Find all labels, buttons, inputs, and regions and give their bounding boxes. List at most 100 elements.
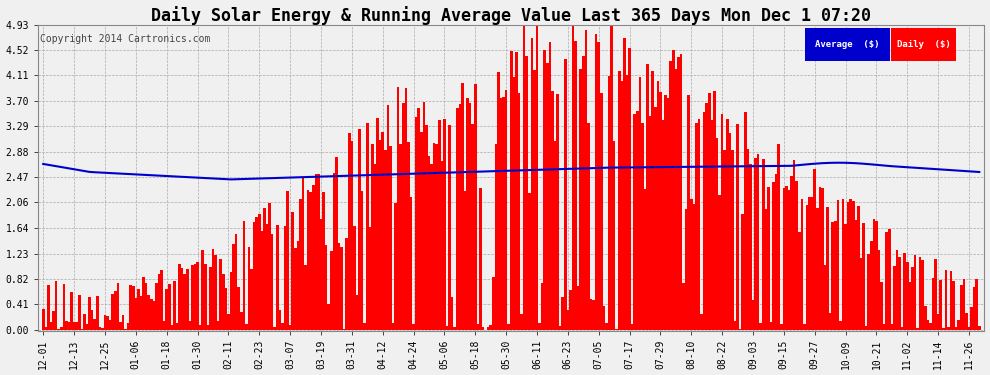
Bar [379, 140, 381, 330]
Bar [636, 111, 639, 330]
Text: Daily  ($): Daily ($) [897, 40, 950, 49]
Bar [60, 327, 62, 330]
Bar [360, 191, 363, 330]
Bar [922, 260, 924, 330]
Bar [350, 141, 353, 330]
Bar [577, 286, 579, 330]
Bar [651, 71, 654, 330]
Bar [634, 114, 636, 330]
Bar [646, 64, 648, 330]
Bar [669, 61, 672, 330]
Bar [849, 200, 852, 330]
Bar [106, 316, 109, 330]
Bar [639, 77, 642, 330]
Bar [353, 226, 355, 330]
Bar [793, 160, 795, 330]
Bar [608, 76, 610, 330]
Bar [862, 223, 865, 330]
Bar [739, 329, 742, 330]
Bar [642, 123, 644, 330]
Bar [487, 327, 489, 330]
Bar [88, 297, 91, 330]
Bar [737, 124, 739, 330]
Bar [178, 264, 181, 330]
Bar [932, 278, 935, 330]
Bar [386, 105, 389, 330]
Bar [806, 205, 808, 330]
Bar [513, 77, 515, 330]
Bar [852, 201, 854, 330]
Bar [700, 314, 703, 330]
Bar [548, 42, 551, 330]
Bar [749, 164, 751, 330]
Bar [654, 106, 656, 330]
Bar [258, 214, 260, 330]
Bar [500, 98, 502, 330]
Bar [975, 279, 978, 330]
Bar [194, 264, 196, 330]
Bar [186, 269, 188, 330]
Bar [188, 321, 191, 330]
Bar [428, 156, 431, 330]
Bar [54, 281, 57, 330]
Bar [545, 63, 548, 330]
Bar [706, 103, 708, 330]
Bar [355, 295, 358, 330]
Bar [207, 325, 209, 330]
Bar [904, 253, 906, 330]
Bar [461, 82, 463, 330]
Bar [278, 310, 281, 330]
Bar [610, 25, 613, 330]
Bar [536, 25, 539, 330]
Bar [347, 133, 350, 330]
Bar [315, 174, 317, 330]
Bar [323, 192, 325, 330]
Bar [935, 259, 937, 330]
Bar [505, 90, 508, 330]
Bar [99, 327, 101, 330]
Bar [618, 71, 621, 330]
Bar [338, 243, 341, 330]
Bar [328, 304, 330, 330]
Bar [898, 256, 901, 330]
Bar [124, 329, 127, 330]
Bar [672, 50, 674, 330]
Bar [381, 132, 384, 330]
Bar [209, 267, 212, 330]
Bar [412, 324, 415, 330]
Bar [170, 325, 173, 330]
Bar [96, 296, 99, 330]
Bar [402, 103, 405, 330]
Bar [399, 144, 402, 330]
Bar [764, 209, 767, 330]
Bar [909, 282, 911, 330]
Bar [566, 309, 569, 330]
Bar [346, 238, 347, 330]
Bar [420, 132, 423, 330]
Bar [623, 38, 626, 330]
Bar [312, 185, 315, 330]
Bar [870, 242, 872, 330]
Bar [558, 326, 561, 330]
Bar [708, 93, 711, 330]
Bar [62, 284, 65, 330]
Bar [463, 191, 466, 330]
Bar [721, 114, 724, 330]
Bar [291, 212, 294, 330]
Bar [521, 314, 523, 330]
Bar [742, 214, 744, 330]
Bar [648, 116, 651, 330]
Bar [962, 279, 965, 330]
Bar [917, 328, 919, 330]
Bar [767, 187, 769, 330]
Bar [122, 315, 124, 330]
Bar [777, 144, 780, 330]
Bar [790, 176, 793, 330]
Bar [307, 190, 310, 330]
Bar [220, 259, 222, 330]
Bar [286, 191, 289, 330]
Bar [734, 321, 737, 330]
Bar [960, 285, 962, 330]
Bar [674, 69, 677, 330]
Bar [252, 222, 255, 330]
